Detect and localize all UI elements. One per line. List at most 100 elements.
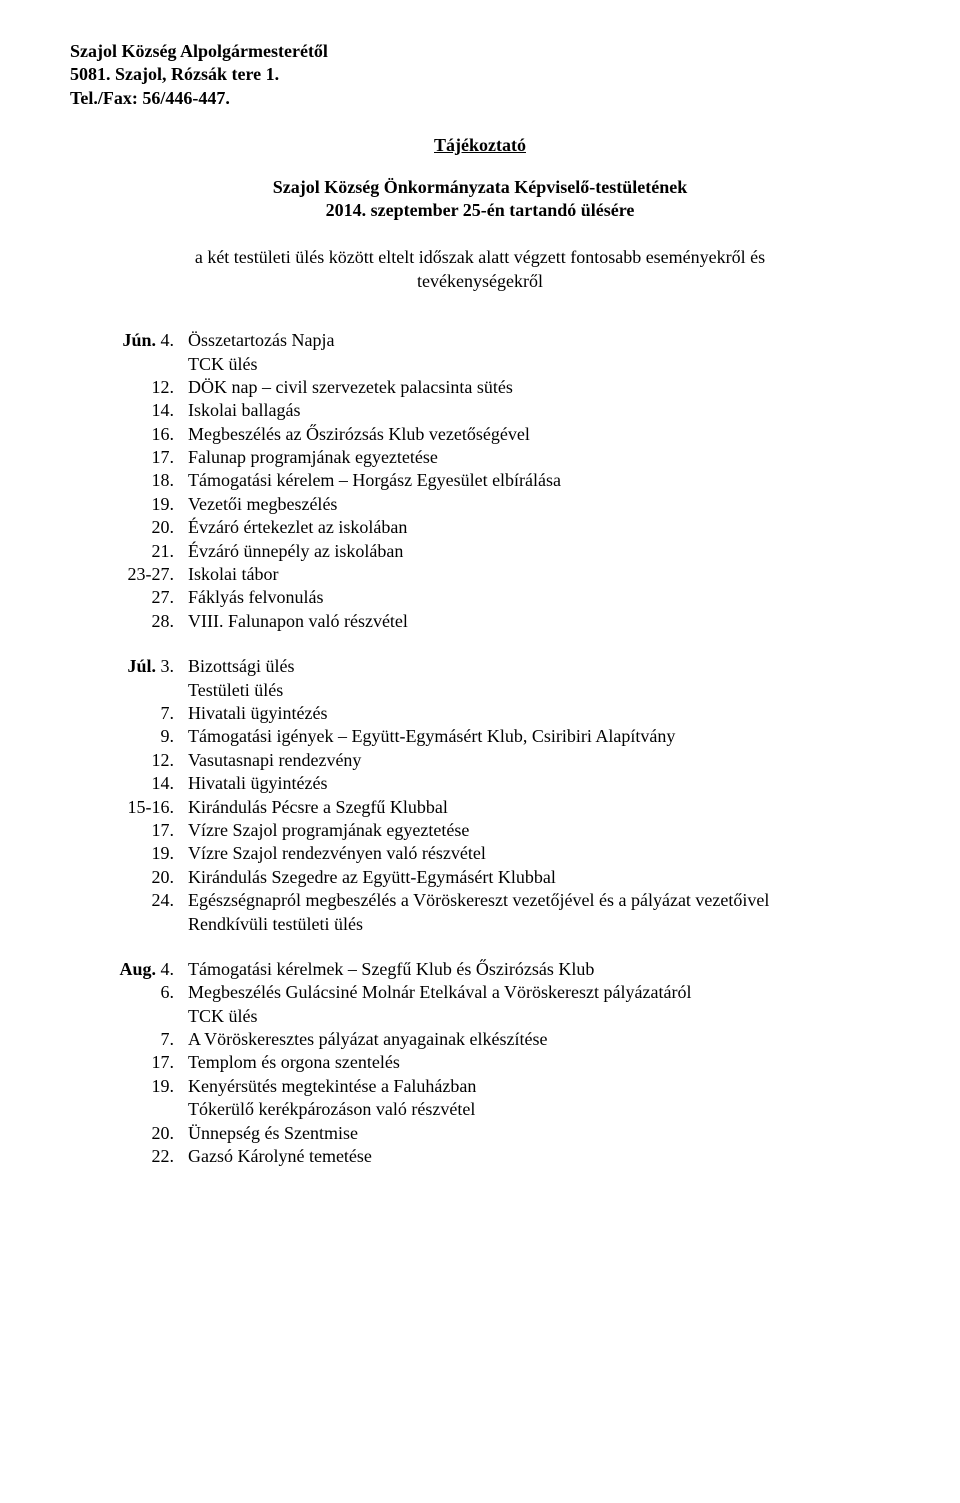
day-label: 7. [161, 703, 175, 723]
day-label: 24. [152, 890, 175, 910]
entry-text: Megbeszélés az Őszirózsás Klub vezetőség… [188, 423, 890, 446]
entry-text: Támogatási kérelmek – Szegfű Klub és Ősz… [188, 958, 890, 981]
entry-text: Iskolai tábor [188, 563, 890, 586]
date-cell: 17. [70, 1051, 188, 1074]
date-cell: 17. [70, 446, 188, 469]
entry-text: Támogatási kérelem – Horgász Egyesület e… [188, 469, 890, 492]
month-section: Jún. 4.Összetartozás NapjaTCK ülés 12. DÖK… [70, 329, 890, 633]
entry-text: Vasutasnapi rendezvény [188, 749, 890, 772]
date-cell: 14. [70, 399, 188, 422]
day-label: 20. [152, 867, 175, 887]
day-label: 22. [152, 1146, 175, 1166]
list-item: 17. Falunap programjának egyeztetése [70, 446, 890, 469]
day-label: 23-27. [128, 564, 175, 584]
date-cell: Jún. 4. [70, 329, 188, 352]
entry-text: Kirándulás Pécsre a Szegfű Klubbal [188, 796, 890, 819]
list-item: 14. Hivatali ügyintézés [70, 772, 890, 795]
header-line-1: Szajol Község Alpolgármesterétől [70, 40, 890, 63]
day-label: 20. [152, 1123, 175, 1143]
list-item: 20.Évzáró értekezlet az iskolában [70, 516, 890, 539]
list-item: 17.Templom és orgona szentelés [70, 1051, 890, 1074]
date-cell: 27. [70, 586, 188, 609]
date-cell: 12. [70, 376, 188, 399]
list-item-sub: TCK ülés [70, 353, 890, 376]
date-cell: 17. [70, 819, 188, 842]
day-label: 19. [152, 494, 175, 514]
entry-text: Templom és orgona szentelés [188, 1051, 890, 1074]
day-label: 19. [152, 1076, 175, 1096]
date-cell: 7. [70, 702, 188, 725]
entry-text: Fáklyás felvonulás [188, 586, 890, 609]
entry-text: Évzáró ünnepély az iskolában [188, 540, 890, 563]
day-label: 15-16. [128, 797, 175, 817]
day-label: 17. [152, 447, 175, 467]
entry-text: Hivatali ügyintézés [188, 702, 890, 725]
subtitle-line-1: Szajol Község Önkormányzata Képviselő-te… [70, 176, 890, 199]
list-item-sub: Testületi ülés [70, 679, 890, 702]
entry-sub-text: TCK ülés [188, 1005, 890, 1028]
list-item: 19. Vízre Szajol rendezvényen való részvé… [70, 842, 890, 865]
intro-paragraph: a két testületi ülés között eltelt idősz… [160, 246, 800, 293]
day-label: 28. [152, 611, 175, 631]
list-item-sub: TCK ülés [70, 1005, 890, 1028]
entry-sub-text: Tókerülő kerékpározáson való részvétel [188, 1098, 890, 1121]
document-title: Tájékoztató [70, 134, 890, 157]
date-cell: 18. [70, 469, 188, 492]
list-item: 16.Megbeszélés az Őszirózsás Klub vezető… [70, 423, 890, 446]
list-item-sub: Tókerülő kerékpározáson való részvétel [70, 1098, 890, 1121]
date-cell: 12. [70, 749, 188, 772]
list-item: 12. DÖK nap – civil szervezetek palacsint… [70, 376, 890, 399]
list-item: 9.Támogatási igények – Együtt-Egymásért … [70, 725, 890, 748]
date-cell: 14. [70, 772, 188, 795]
date-cell: 28. [70, 610, 188, 633]
list-item: 27.Fáklyás felvonulás [70, 586, 890, 609]
entry-text: Összetartozás Napja [188, 329, 890, 352]
entry-text: Vízre Szajol programjának egyeztetése [188, 819, 890, 842]
entry-text: Kirándulás Szegedre az Együtt-Egymásért … [188, 866, 890, 889]
date-cell: 7. [70, 1028, 188, 1051]
list-item: 20. Ünnepség és Szentmise [70, 1122, 890, 1145]
list-item: Aug. 4.Támogatási kérelmek – Szegfű Klub… [70, 958, 890, 981]
entry-sub-text: Testületi ülés [188, 679, 890, 702]
subtitle-line-2: 2014. szeptember 25-én tartandó ülésére [70, 199, 890, 222]
day-label: 19. [152, 843, 175, 863]
entry-text: DÖK nap – civil szervezetek palacsinta s… [188, 376, 890, 399]
document-subtitle: Szajol Község Önkormányzata Képviselő-te… [70, 176, 890, 223]
entry-text: Hivatali ügyintézés [188, 772, 890, 795]
entry-text: Ünnepség és Szentmise [188, 1122, 890, 1145]
list-item: 15-16. Kirándulás Pécsre a Szegfű Klubbal [70, 796, 890, 819]
day-label: 7. [161, 1029, 175, 1049]
date-cell: 24. [70, 889, 188, 912]
day-label: 6. [161, 982, 175, 1002]
date-cell: 6. [70, 981, 188, 1004]
date-cell: 22. [70, 1145, 188, 1168]
entry-text: VIII. Falunapon való részvétel [188, 610, 890, 633]
month-label: Jún. [122, 330, 156, 350]
day-label: 4. [161, 959, 175, 979]
list-item: 7. Hivatali ügyintézés [70, 702, 890, 725]
entry-text: Vízre Szajol rendezvényen való részvétel [188, 842, 890, 865]
entry-sub-text: Rendkívüli testületi ülés [188, 913, 890, 936]
date-cell: 20. [70, 516, 188, 539]
day-label: 14. [152, 773, 175, 793]
header-line-2: 5081. Szajol, Rózsák tere 1. [70, 63, 890, 86]
date-cell: 20. [70, 866, 188, 889]
day-label: 14. [152, 400, 175, 420]
day-label: 20. [152, 517, 175, 537]
day-label: 9. [161, 726, 175, 746]
list-item: 21.Évzáró ünnepély az iskolában [70, 540, 890, 563]
date-cell: 21. [70, 540, 188, 563]
day-label: 12. [152, 377, 175, 397]
list-item: 19.Kenyérsütés megtekintése a Faluházban [70, 1075, 890, 1098]
list-item: 12.Vasutasnapi rendezvény [70, 749, 890, 772]
day-label: 18. [152, 470, 175, 490]
header-line-3: Tel./Fax: 56/446-447. [70, 87, 890, 110]
entry-text: Falunap programjának egyeztetése [188, 446, 890, 469]
entry-sub-text: TCK ülés [188, 353, 890, 376]
date-cell: 16. [70, 423, 188, 446]
list-item: 19.Vezetői megbeszélés [70, 493, 890, 516]
list-item: Jún. 4.Összetartozás Napja [70, 329, 890, 352]
entry-text: Egészségnapról megbeszélés a Vöröskeresz… [188, 889, 890, 912]
month-section: Júl. 3.Bizottsági ülésTestületi ülés7.Hi… [70, 655, 890, 936]
date-cell: 19. [70, 1075, 188, 1098]
